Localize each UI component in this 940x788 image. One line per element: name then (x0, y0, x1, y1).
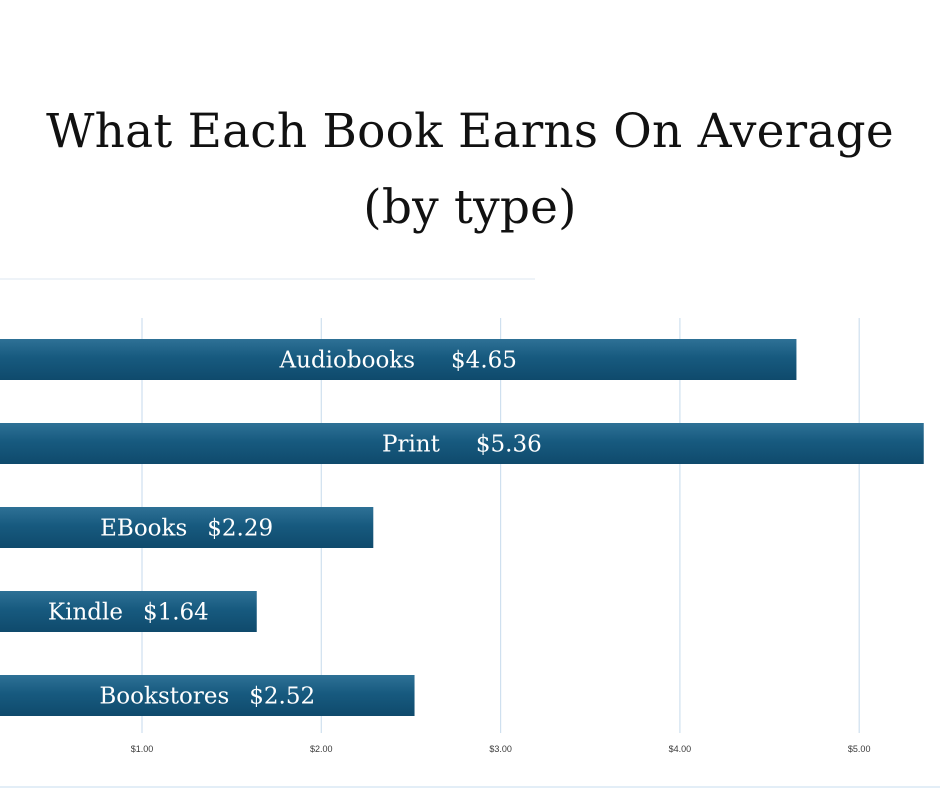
bar-category-label: EBooks (100, 516, 187, 542)
bar-label: EBooks $2.29 (100, 516, 273, 542)
bar-category-label: Kindle (48, 600, 123, 626)
x-axis-ticks: $1.00 $2.00 $3.00 $4.00 $5.00 (131, 744, 871, 754)
bar-label: Audiobooks $4.65 (279, 348, 517, 374)
bar-label: Bookstores $2.52 (99, 684, 315, 710)
bar-print (0, 423, 924, 464)
bar-category-label: Bookstores (99, 684, 229, 710)
bar-audiobooks (0, 339, 797, 380)
bar-value-label: $5.36 (476, 432, 542, 458)
bar-category-label: Audiobooks (279, 348, 416, 374)
bar-category-label: Print (382, 432, 441, 458)
x-tick-label: $1.00 (131, 744, 154, 754)
bar-value-label: $1.64 (143, 600, 209, 626)
bar-ebooks (0, 507, 374, 548)
chart-title-line-2: (by type) (363, 180, 577, 235)
bars: Audiobooks $4.65 Print $5.36 EBooks $2.29 Kind… (0, 339, 924, 716)
x-tick-label: $5.00 (848, 744, 871, 754)
bar-label: Print $5.36 (382, 432, 542, 458)
bar-value-label: $2.52 (249, 684, 315, 710)
chart-title-line-1: What Each Book Earns On Average (46, 104, 894, 159)
x-tick-label: $3.00 (489, 744, 512, 754)
bar-value-label: $4.65 (451, 348, 517, 374)
bar-bookstores (0, 675, 415, 716)
bar-value-label: $2.29 (207, 516, 273, 542)
x-tick-label: $2.00 (310, 744, 333, 754)
bar-kindle (0, 591, 257, 632)
x-tick-label: $4.00 (669, 744, 692, 754)
bar-label: Kindle $1.64 (48, 600, 209, 626)
